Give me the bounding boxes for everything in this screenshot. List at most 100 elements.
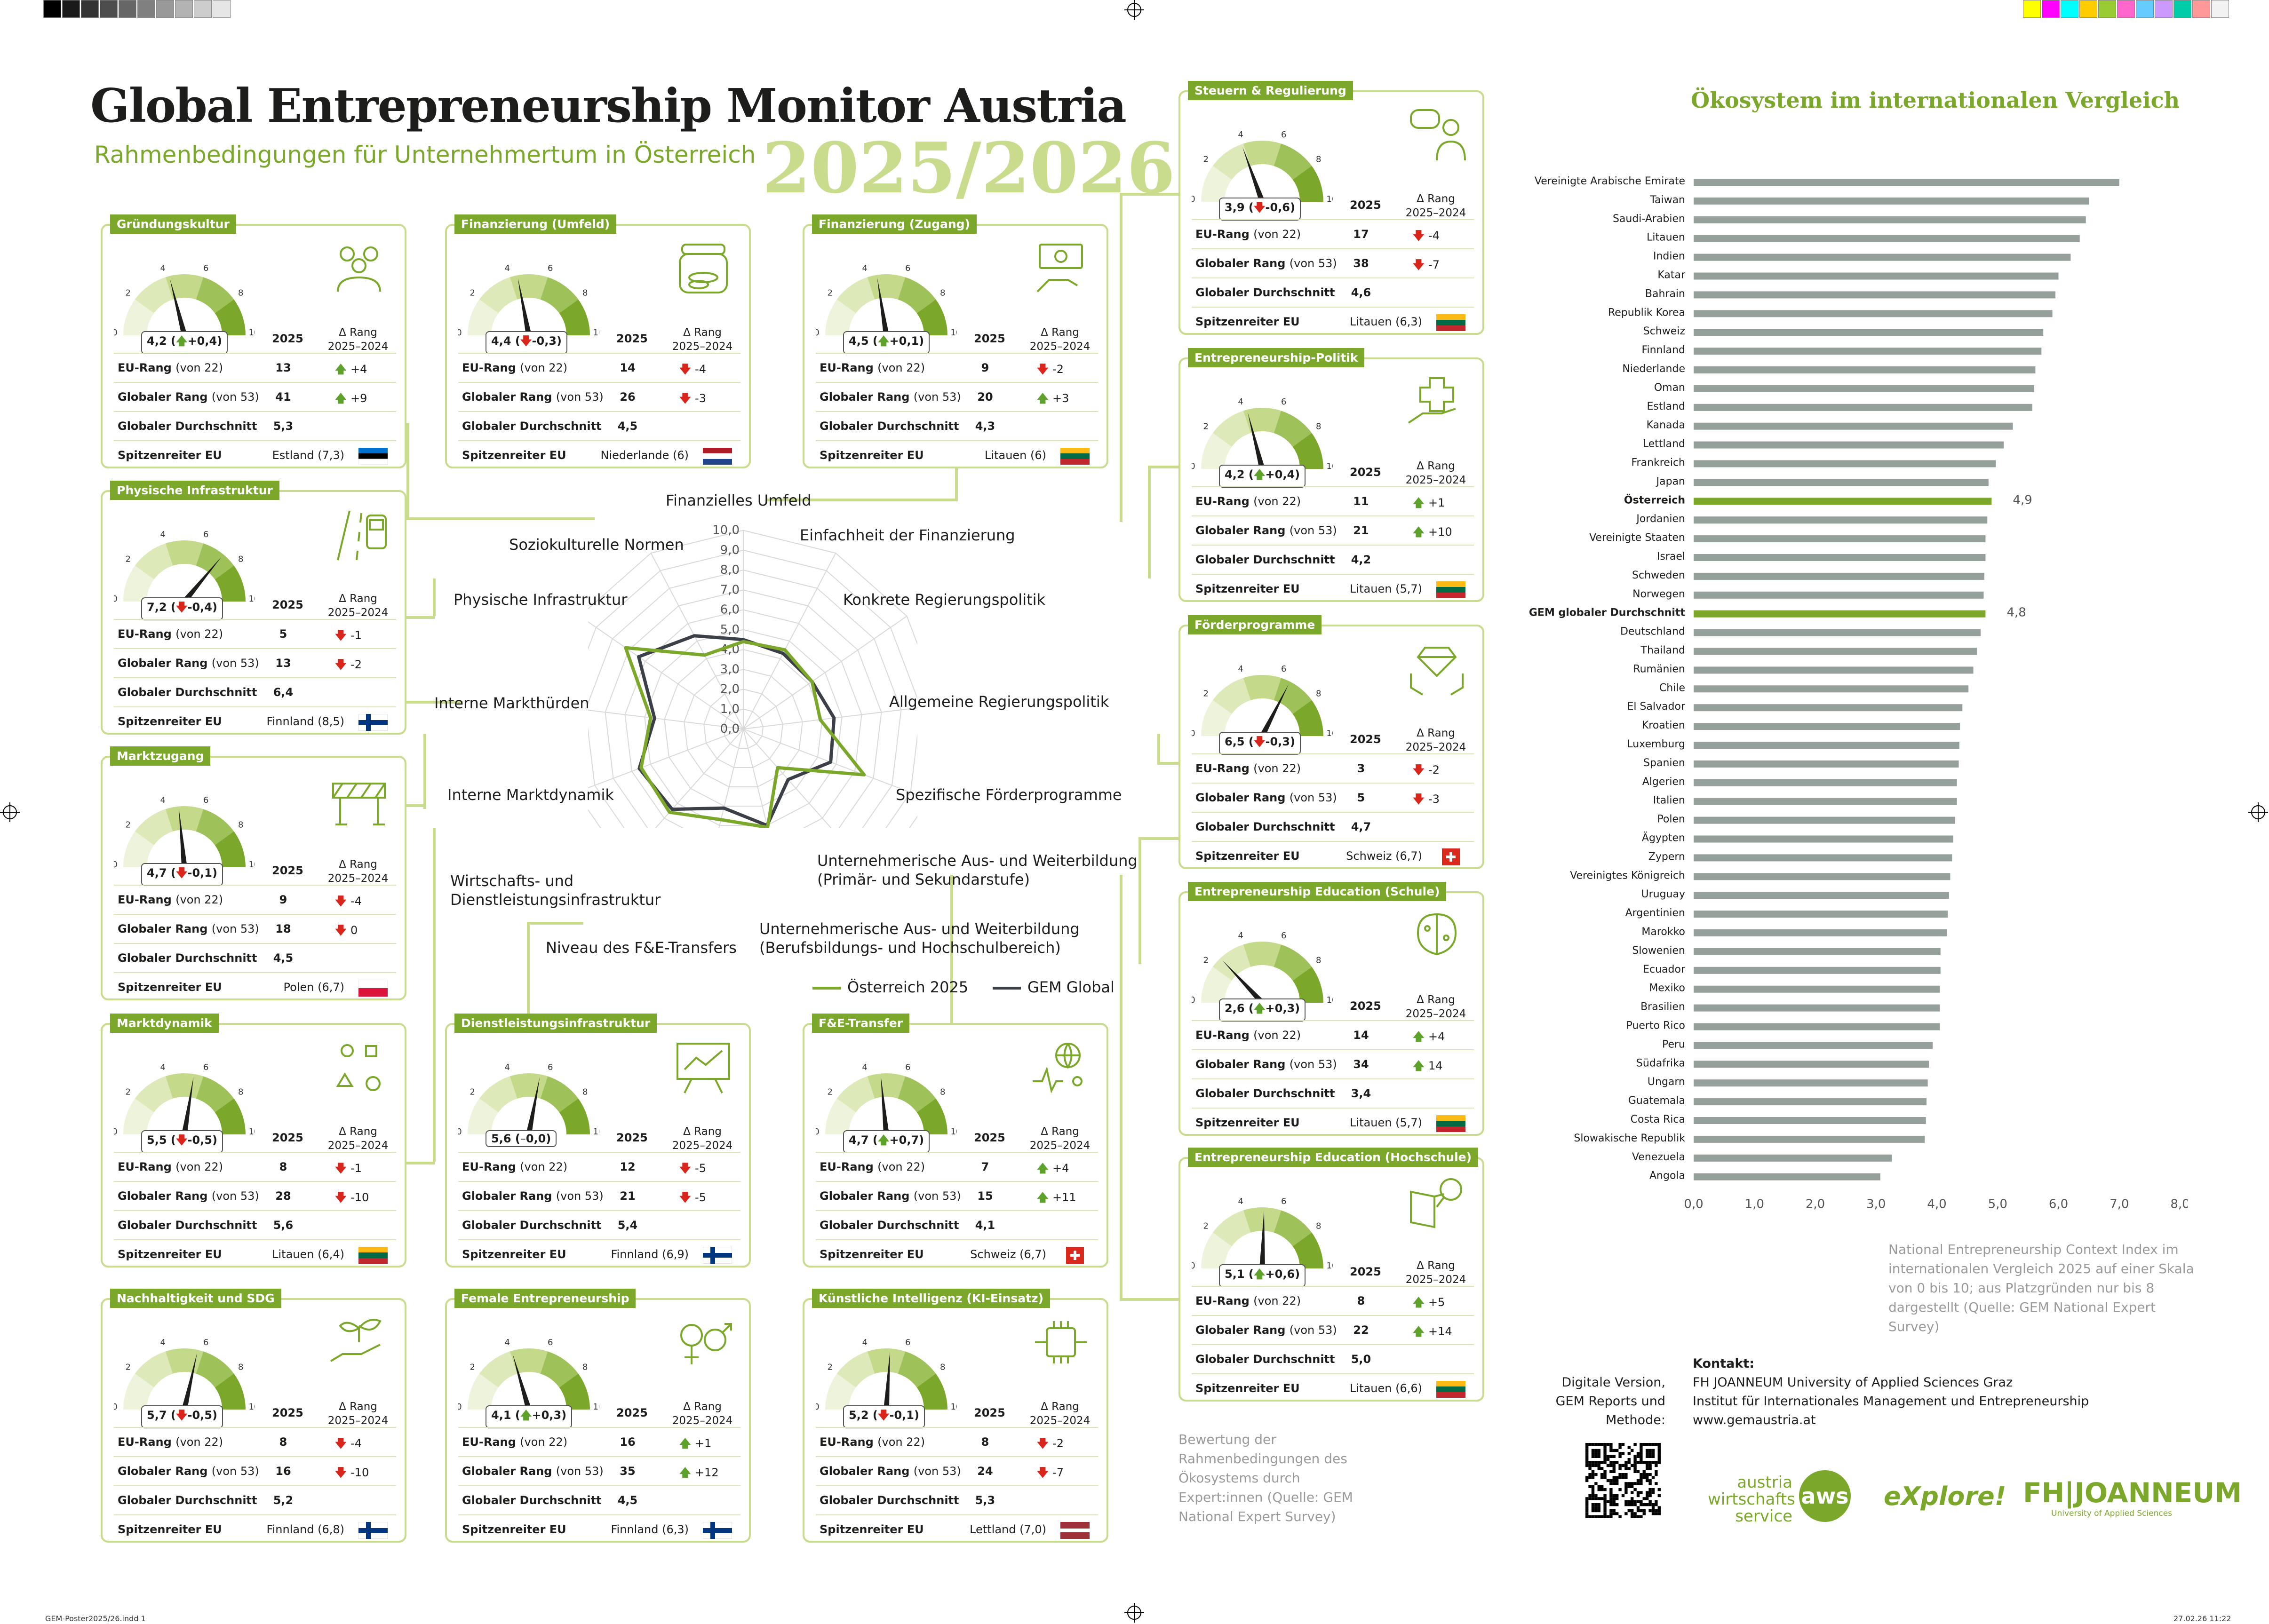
qr-module bbox=[1648, 1500, 1652, 1503]
bar-category-label: Lettland bbox=[1643, 438, 1685, 450]
qr-code[interactable] bbox=[1585, 1443, 1661, 1518]
finland-flag bbox=[702, 1246, 732, 1264]
bar bbox=[1694, 179, 2119, 186]
row-value: 14 bbox=[1353, 1029, 1369, 1042]
qr-module bbox=[1655, 1512, 1658, 1515]
delta-value: 0 bbox=[350, 924, 358, 937]
qr-module bbox=[1609, 1500, 1613, 1503]
eu-leader-row: Spitzenreiter EU Finnland (6,8) bbox=[114, 1514, 396, 1544]
radar-grid-ring bbox=[723, 708, 764, 749]
bar-category-label: Venezuela bbox=[1632, 1151, 1685, 1163]
qr-module bbox=[1612, 1503, 1616, 1506]
score-change: -0,4) bbox=[187, 601, 217, 614]
qr-module bbox=[1627, 1485, 1631, 1488]
icon-stroke bbox=[337, 510, 350, 561]
qr-module bbox=[1648, 1443, 1652, 1446]
qr-module bbox=[1609, 1461, 1613, 1464]
delta-arrow: 🡇 bbox=[335, 629, 351, 642]
qr-module bbox=[1636, 1509, 1640, 1513]
year-column-header: 2025 bbox=[272, 332, 303, 345]
qr-module bbox=[1603, 1461, 1607, 1464]
flag-stripe bbox=[1436, 1126, 1465, 1132]
leader-flag bbox=[1436, 1115, 1465, 1132]
gauge: 0 2 4 6 8 10 bbox=[114, 795, 255, 870]
leader-name: Finnland (6,8) bbox=[266, 1523, 345, 1536]
contact-website-link[interactable]: www.gemaustria.at bbox=[1693, 1413, 1816, 1427]
gauge-tick-label: 2 bbox=[470, 1362, 475, 1372]
delta-arrow: 🡅 bbox=[1037, 1191, 1053, 1204]
gauge-tick-label: 6 bbox=[1281, 130, 1286, 140]
icon-stroke bbox=[366, 515, 387, 549]
score-change-arrow: – bbox=[520, 1132, 526, 1145]
qr-module bbox=[1597, 1506, 1600, 1509]
bar bbox=[1694, 291, 2056, 299]
gauge-segment bbox=[559, 1098, 590, 1134]
framework-card: Dienstleistungsinfrastruktur 0 2 4 6 8 10 5,6 (… bbox=[445, 1014, 751, 1268]
qr-module bbox=[1588, 1473, 1592, 1476]
bar-category-label: Italien bbox=[1653, 795, 1685, 807]
score-label: 4,7 (🡇-0,1) bbox=[141, 863, 223, 886]
framework-card: Entrepreneurship-Politik02468104,2 (🡅+0,… bbox=[1178, 348, 1484, 602]
delta-column-header: Δ Rang 2025–2024 bbox=[327, 858, 389, 885]
delta-arrow: 🡇 bbox=[335, 658, 351, 671]
flag-cross-h bbox=[703, 1253, 732, 1258]
qr-module bbox=[1616, 1476, 1619, 1479]
score-value: 4,4 ( bbox=[491, 334, 520, 348]
row-delta: 🡅 +12 bbox=[679, 1465, 726, 1484]
delta-value: +5 bbox=[1428, 1296, 1445, 1309]
flag-stripe bbox=[358, 453, 388, 459]
row-label: EU-Rang (von 22) bbox=[1195, 1029, 1301, 1042]
qr-module bbox=[1600, 1476, 1604, 1479]
gauge-tick-label: 6 bbox=[203, 1062, 208, 1072]
gauge-tick-label: 2 bbox=[126, 820, 131, 830]
icon-stroke bbox=[1033, 1066, 1063, 1093]
bar bbox=[1694, 516, 1988, 524]
qr-module bbox=[1591, 1506, 1595, 1509]
qr-module bbox=[1585, 1455, 1589, 1458]
gauge-tick-label: 8 bbox=[1316, 1221, 1321, 1231]
gauge-needle bbox=[170, 279, 187, 336]
qr-module bbox=[1640, 1455, 1643, 1458]
qr-module bbox=[1603, 1503, 1607, 1506]
bar bbox=[1694, 1079, 1928, 1087]
leader-flag bbox=[1436, 848, 1465, 865]
qr-module bbox=[1594, 1482, 1598, 1485]
row-label: Globaler Rang (von 53) bbox=[1195, 1058, 1337, 1071]
bar-category-label: Estland bbox=[1647, 401, 1686, 412]
row-label-sub: (von 53) bbox=[211, 922, 259, 935]
flag-cross-h bbox=[703, 1528, 732, 1533]
gauge-segment bbox=[1274, 678, 1312, 714]
latvia-flag bbox=[1060, 1522, 1090, 1539]
score-change-arrow: 🡇 bbox=[520, 334, 532, 348]
card-title: F&E-Transfer bbox=[812, 1014, 910, 1033]
icon-stroke bbox=[681, 244, 725, 255]
row-label-sub: (von 22) bbox=[175, 627, 223, 641]
gauge-needle bbox=[512, 1354, 532, 1410]
qr-module bbox=[1618, 1443, 1622, 1446]
eu-leader-row: Spitzenreiter EU Finnland (8,5) bbox=[114, 706, 396, 736]
score-value: 3,9 ( bbox=[1225, 201, 1254, 214]
footer-timestamp: 27.02.26 11:22 bbox=[2173, 1614, 2231, 1623]
money-hand-icon bbox=[1036, 244, 1083, 293]
gauge-tick-label: 2 bbox=[126, 554, 131, 564]
global-average-row: Globaler Durchschnitt 4,3 bbox=[816, 411, 1098, 440]
eu-rank-row: EU-Rang (von 22) 17 🡇 -4 bbox=[1192, 219, 1474, 248]
qr-module bbox=[1651, 1509, 1655, 1513]
gauge-tick-label: 10 bbox=[249, 860, 255, 870]
gauge: 0 2 4 6 8 10 bbox=[458, 1062, 599, 1137]
gray-swatch bbox=[175, 0, 193, 18]
delta-value: +9 bbox=[350, 392, 367, 405]
qr-module bbox=[1636, 1494, 1640, 1497]
qr-module bbox=[1646, 1449, 1649, 1452]
leader-flag bbox=[1060, 448, 1090, 465]
qr-module bbox=[1609, 1497, 1613, 1500]
qr-module bbox=[1603, 1458, 1607, 1461]
delta-arrow: 🡅 bbox=[679, 1437, 695, 1450]
year-column-header: 2025 bbox=[1350, 466, 1381, 479]
qr-module bbox=[1603, 1515, 1607, 1518]
book-magnifier-icon bbox=[1410, 1178, 1462, 1228]
qr-module bbox=[1603, 1449, 1607, 1452]
qr-module bbox=[1597, 1464, 1600, 1467]
gauge-needle bbox=[1248, 412, 1265, 470]
qr-module bbox=[1585, 1479, 1589, 1482]
